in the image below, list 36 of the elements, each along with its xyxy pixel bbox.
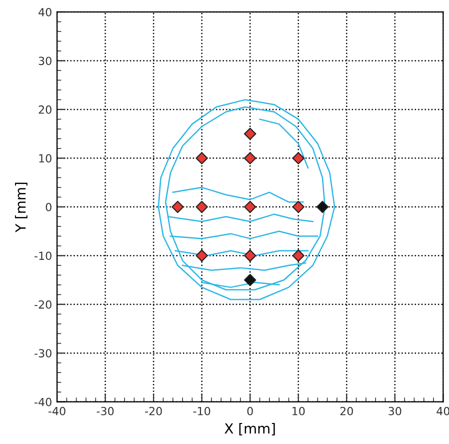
x-tick-label: 0 bbox=[247, 406, 253, 416]
point bbox=[172, 200, 184, 214]
x-tick-label: -40 bbox=[48, 406, 66, 416]
line-series bbox=[259, 118, 309, 169]
y-tick-label: 0 bbox=[46, 202, 52, 212]
point bbox=[292, 200, 304, 214]
x-tick-label: -20 bbox=[145, 406, 162, 416]
point bbox=[292, 250, 304, 262]
point bbox=[244, 152, 256, 164]
x-axis-title: X [mm] bbox=[224, 422, 275, 436]
x-tick-label: 20 bbox=[340, 406, 353, 416]
point bbox=[244, 250, 256, 262]
line-series bbox=[182, 262, 306, 271]
point bbox=[244, 274, 256, 286]
line-series bbox=[170, 230, 318, 240]
y-axis-title: Y [mm] bbox=[15, 182, 28, 232]
point bbox=[196, 250, 208, 262]
y-tick-label: -40 bbox=[34, 398, 52, 406]
y-tick-label: -10 bbox=[34, 252, 52, 260]
point bbox=[316, 200, 329, 214]
point bbox=[292, 152, 304, 164]
x-tick-label: 40 bbox=[436, 406, 449, 416]
y-tick-label: -30 bbox=[34, 349, 52, 358]
x-tick-label: 10 bbox=[292, 406, 305, 416]
x-tick-label: -30 bbox=[96, 406, 114, 416]
y-tick-label: 20 bbox=[38, 105, 52, 114]
point bbox=[196, 152, 208, 164]
y-tick-label: 40 bbox=[38, 8, 52, 16]
y-tick-label: 30 bbox=[38, 56, 52, 66]
point bbox=[244, 128, 256, 140]
y-tick-label: 10 bbox=[39, 154, 52, 163]
point bbox=[196, 200, 208, 214]
x-tick-label: 30 bbox=[388, 406, 402, 416]
point bbox=[244, 200, 256, 214]
x-tick-label: -10 bbox=[193, 406, 210, 416]
y-tick-label: -20 bbox=[34, 300, 52, 309]
